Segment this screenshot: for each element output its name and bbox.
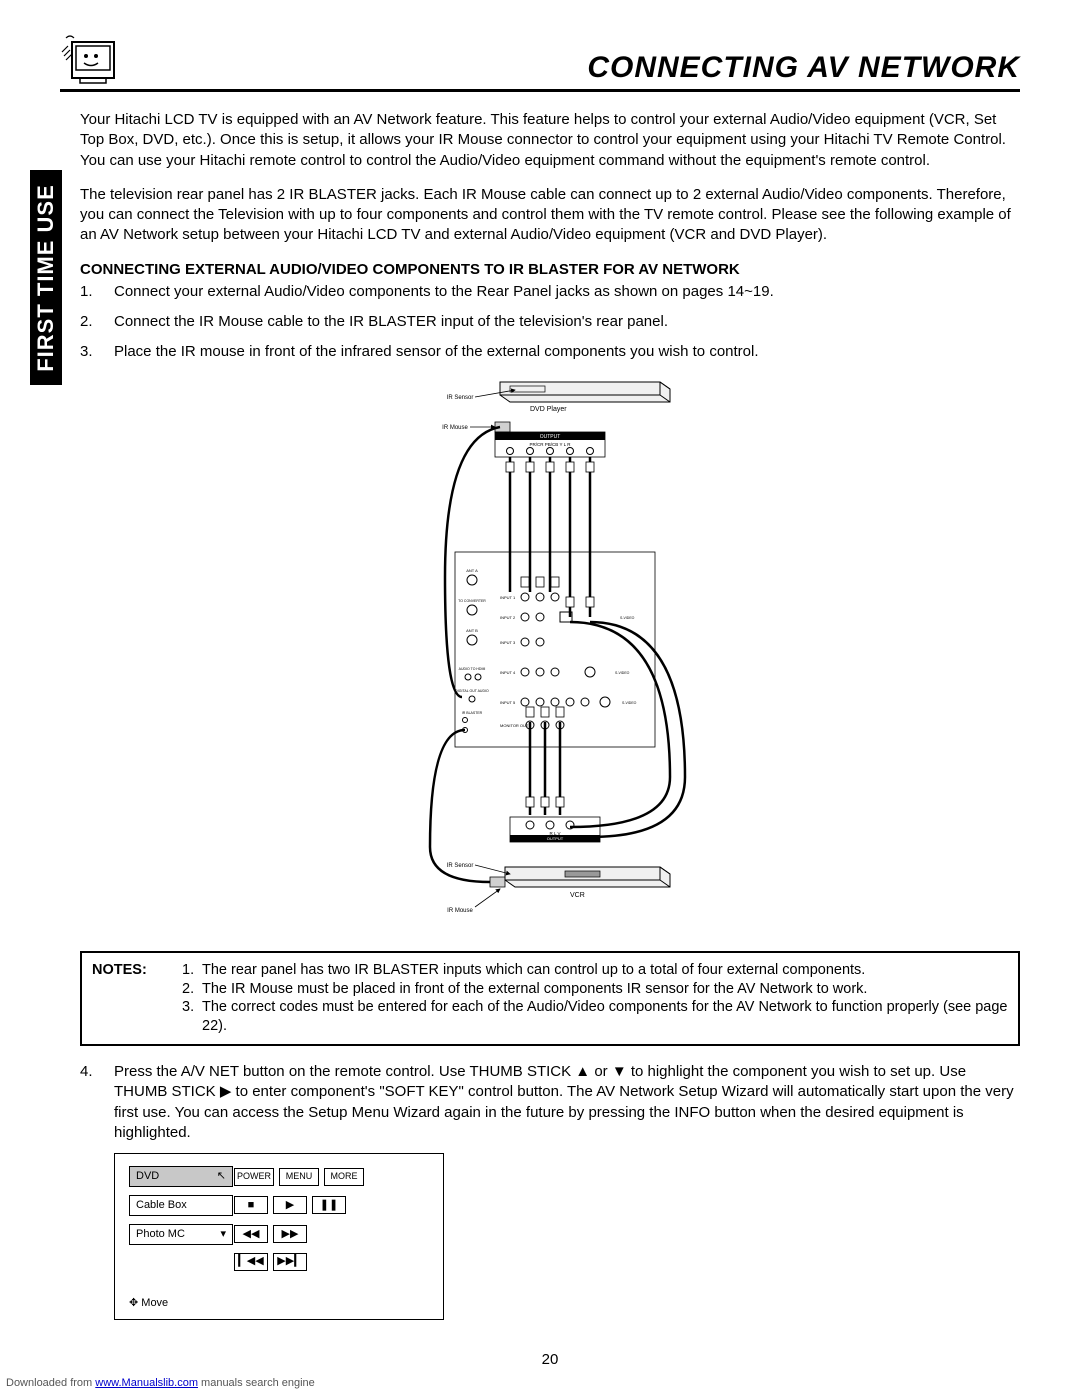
device-photomc[interactable]: Photo MC ▾: [129, 1224, 233, 1245]
svg-text:OUTPUT: OUTPUT: [547, 836, 564, 841]
footer-link[interactable]: www.Manualslib.com: [95, 1377, 198, 1389]
notes-box: NOTES: 1.The rear panel has two IR BLAST…: [80, 951, 1020, 1046]
menu-button[interactable]: MENU: [279, 1168, 319, 1186]
svg-text:IR Sensor: IR Sensor: [447, 395, 474, 401]
svg-text:S-VIDEO: S-VIDEO: [620, 616, 635, 620]
logo-icon: [60, 30, 120, 85]
svg-text:DIGITAL OUT AUDIO: DIGITAL OUT AUDIO: [455, 689, 489, 693]
step4-text: Press the A/V NET button on the remote c…: [114, 1062, 1020, 1143]
play-button[interactable]: ▶: [273, 1196, 307, 1214]
svg-text:IR Mouse: IR Mouse: [447, 908, 473, 914]
svg-text:IR Sensor: IR Sensor: [447, 863, 474, 869]
device-cablebox[interactable]: Cable Box: [129, 1195, 233, 1216]
move-hint: ✥ Move: [129, 1296, 429, 1311]
dvd-label: DVD Player: [530, 406, 567, 413]
intro-para-2: The television rear panel has 2 IR BLAST…: [80, 185, 1020, 246]
skipfwd-button[interactable]: ▶▶▎: [273, 1253, 307, 1271]
svg-text:IR BLASTER: IR BLASTER: [462, 711, 483, 715]
step-text: Place the IR mouse in front of the infra…: [114, 342, 759, 362]
page-title: CONNECTING AV NETWORK: [587, 51, 1020, 85]
step-text: Connect the IR Mouse cable to the IR BLA…: [114, 312, 668, 332]
footer: Downloaded from www.Manualslib.com manua…: [6, 1377, 315, 1389]
intro-para-1: Your Hitachi LCD TV is equipped with an …: [80, 110, 1020, 171]
side-tab: FIRST TIME USE: [30, 170, 62, 385]
svg-text:TO CONVERTER: TO CONVERTER: [458, 599, 486, 603]
device-dvd[interactable]: DVD ↖: [129, 1166, 233, 1187]
svg-text:INPUT 2: INPUT 2: [500, 615, 516, 620]
step-text: Connect your external Audio/Video compon…: [114, 282, 774, 302]
cursor-icon: ↖: [217, 1169, 226, 1184]
note-text: The rear panel has two IR BLASTER inputs…: [202, 961, 865, 980]
connection-diagram: DVD Player IR Sensor IR Mouse OUTPUT PR/…: [80, 377, 1020, 933]
power-button[interactable]: POWER: [234, 1168, 274, 1186]
svg-text:IR Mouse: IR Mouse: [442, 425, 468, 431]
svg-text:INPUT 4: INPUT 4: [500, 670, 516, 675]
pause-button[interactable]: ❚❚: [312, 1196, 346, 1214]
notes-label: NOTES:: [92, 961, 182, 1036]
svg-text:PR/CR PB/CB Y L R: PR/CR PB/CB Y L R: [530, 442, 572, 447]
step-num: 3.: [80, 342, 114, 362]
svg-text:ANT B: ANT B: [466, 628, 478, 633]
more-button[interactable]: MORE: [324, 1168, 364, 1186]
chevron-down-icon: ▾: [220, 1227, 226, 1242]
notes-list: 1.The rear panel has two IR BLASTER inpu…: [182, 961, 1008, 1036]
rewind-button[interactable]: ◀◀: [234, 1225, 268, 1243]
step-num: 2.: [80, 312, 114, 332]
svg-text:INPUT 1: INPUT 1: [500, 595, 516, 600]
step-4: 4. Press the A/V NET button on the remot…: [80, 1062, 1020, 1143]
fastfwd-button[interactable]: ▶▶: [273, 1225, 307, 1243]
svg-text:MONITOR OUT: MONITOR OUT: [500, 723, 529, 728]
svg-text:ANT A: ANT A: [466, 568, 478, 573]
svg-text:INPUT 5: INPUT 5: [500, 700, 516, 705]
skipback-button[interactable]: ▎◀◀: [234, 1253, 268, 1271]
move-icon: ✥: [129, 1297, 138, 1309]
svg-text:AUDIO TO HDMI: AUDIO TO HDMI: [459, 667, 486, 671]
side-tab-text: FIRST TIME USE: [33, 184, 59, 372]
note-text: The correct codes must be entered for ea…: [202, 998, 1008, 1036]
steps-list: 1.Connect your external Audio/Video comp…: [80, 282, 1020, 363]
svg-text:S-VIDEO: S-VIDEO: [622, 701, 637, 705]
remote-panel: DVD ↖ POWER MENU MORE Cable Box ■ ▶ ❚❚: [114, 1153, 444, 1319]
svg-text:VCR: VCR: [570, 892, 585, 899]
svg-text:INPUT 3: INPUT 3: [500, 640, 516, 645]
page-number: 20: [80, 1350, 1020, 1370]
note-text: The IR Mouse must be placed in front of …: [202, 980, 867, 999]
stop-button[interactable]: ■: [234, 1196, 268, 1214]
steps-heading: CONNECTING EXTERNAL AUDIO/VIDEO COMPONEN…: [80, 260, 1020, 280]
svg-text:S-VIDEO: S-VIDEO: [615, 671, 630, 675]
svg-text:OUTPUT: OUTPUT: [540, 434, 561, 440]
step-num: 1.: [80, 282, 114, 302]
